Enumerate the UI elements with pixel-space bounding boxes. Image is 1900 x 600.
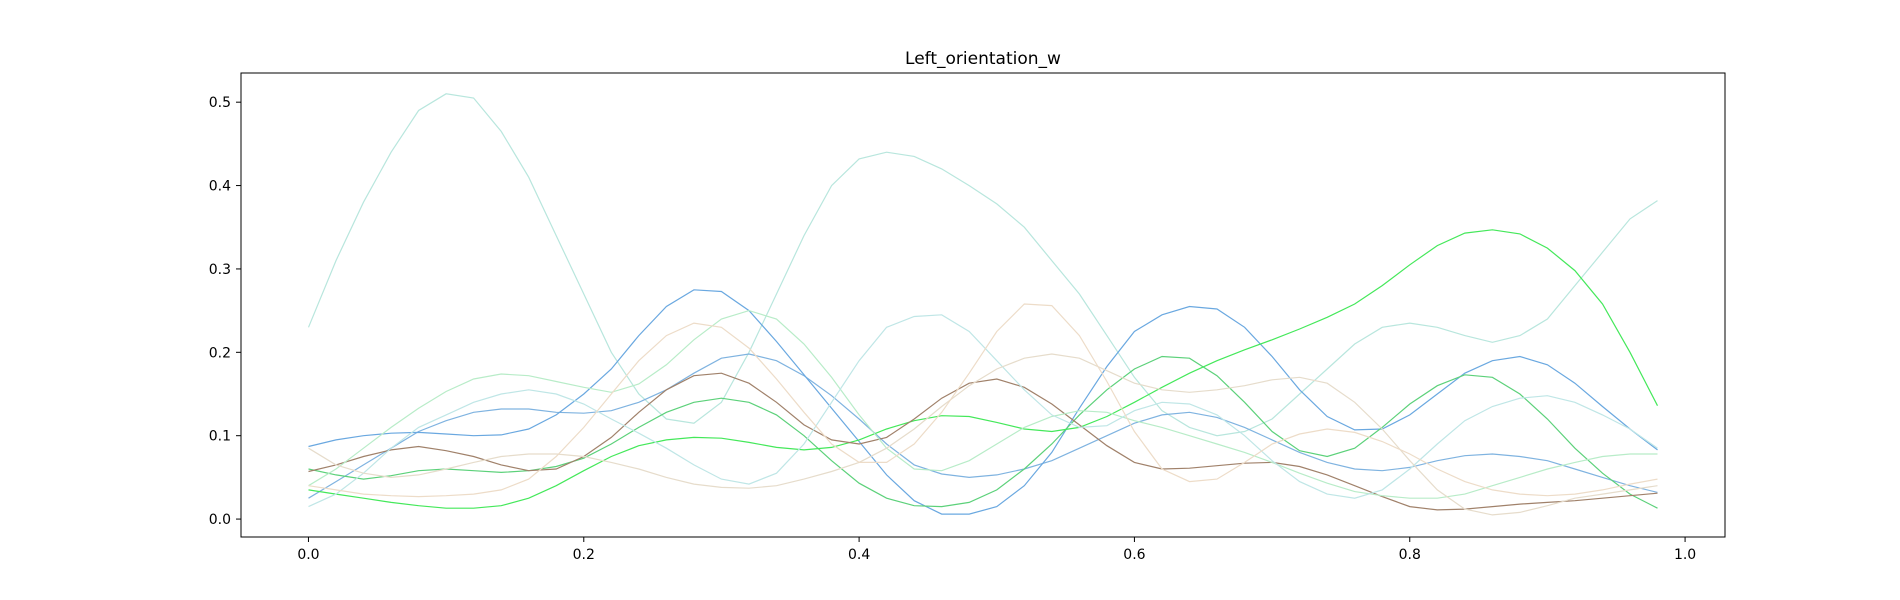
series-lines	[307, 93, 1659, 516]
x-axis: 0.0 0.2 0.4 0.6 0.8 1.0	[297, 537, 1696, 563]
series-line-7	[308, 309, 1658, 499]
x-tick-label: 0.0	[297, 547, 319, 563]
series-line-3	[308, 289, 1658, 515]
series-line-2	[308, 353, 1658, 499]
y-tick-label: 0.2	[209, 345, 231, 361]
x-tick-label: 0.2	[573, 547, 595, 563]
y-tick-label: 0.4	[209, 179, 231, 195]
series-line-9	[308, 353, 1658, 516]
chart-title: Left_orientation_w	[905, 49, 1061, 69]
series-line-6	[308, 372, 1658, 511]
series-line-8	[308, 314, 1658, 508]
x-tick-label: 0.6	[1123, 547, 1145, 563]
series-line-5	[308, 229, 1659, 509]
x-tick-label: 0.8	[1399, 547, 1421, 563]
y-tick-label: 0.1	[209, 429, 231, 445]
y-axis: 0.0 0.1 0.2 0.3 0.4 0.5	[209, 95, 241, 528]
x-tick-label: 1.0	[1674, 547, 1696, 563]
y-tick-label: 0.3	[209, 262, 231, 278]
y-tick-label: 0.5	[209, 95, 231, 111]
series-line-10	[308, 303, 1658, 498]
series-line-1	[307, 93, 1658, 437]
x-tick-label: 0.4	[848, 547, 870, 563]
y-tick-label: 0.0	[209, 512, 231, 528]
plot-frame	[240, 72, 1726, 538]
